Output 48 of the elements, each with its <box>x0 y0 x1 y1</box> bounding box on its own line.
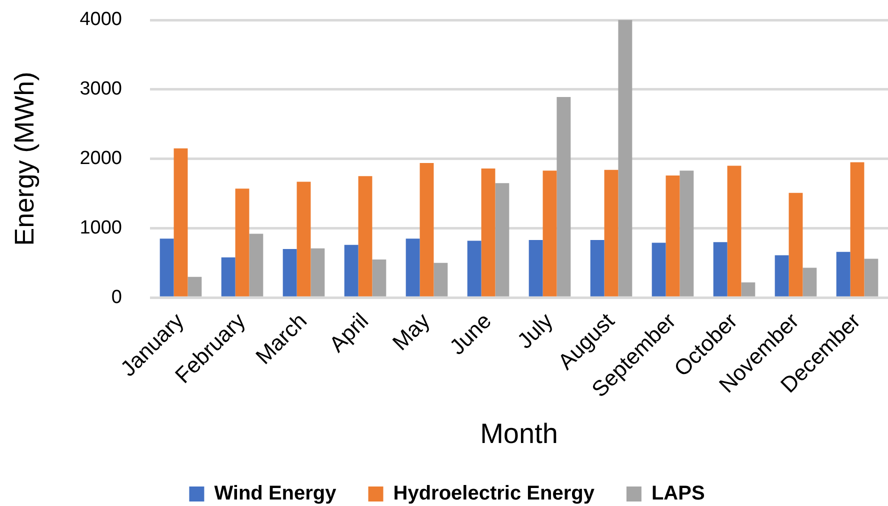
bar <box>481 168 496 296</box>
y-tick-label: 0 <box>111 286 122 308</box>
bar <box>774 255 789 296</box>
bar <box>344 244 358 296</box>
bar <box>556 97 571 296</box>
bar <box>802 268 817 296</box>
legend-label: Wind Energy <box>214 482 338 505</box>
bar <box>310 248 325 296</box>
bar <box>836 252 850 296</box>
y-axis-title: Energy (MWh) <box>10 72 40 246</box>
bar <box>590 240 604 296</box>
bar <box>788 192 803 296</box>
bar <box>741 282 756 296</box>
bar <box>528 240 543 296</box>
bar <box>188 276 202 296</box>
bar <box>282 249 297 296</box>
bar <box>249 234 264 296</box>
bar <box>296 182 311 296</box>
bar <box>406 238 420 296</box>
bar <box>666 175 680 296</box>
bar <box>604 170 618 296</box>
bar <box>174 148 188 296</box>
bar <box>652 242 666 296</box>
bar <box>495 183 510 296</box>
bar <box>420 162 434 296</box>
legend-label: LAPS <box>651 482 705 505</box>
bar <box>235 188 250 296</box>
bar <box>434 262 448 296</box>
bar <box>542 170 557 296</box>
y-tick-label: 1000 <box>80 217 122 238</box>
bar <box>372 259 386 296</box>
x-axis-title: Month <box>480 418 558 449</box>
legend-label: Hydroelectric Energy <box>393 482 596 505</box>
bar <box>850 162 864 296</box>
bar <box>680 170 694 296</box>
y-tick-label: 2000 <box>80 148 122 170</box>
bar <box>618 20 632 296</box>
bar <box>727 166 742 296</box>
x-tick-label: May <box>388 308 435 356</box>
bar <box>864 258 878 296</box>
bar <box>160 238 174 296</box>
bar <box>713 242 728 296</box>
y-tick-label: 3000 <box>80 78 122 100</box>
bar <box>358 176 372 296</box>
y-tick-label: 4000 <box>80 9 122 30</box>
x-tick-label: July <box>512 308 558 354</box>
bar <box>467 240 482 296</box>
bar <box>221 257 236 296</box>
